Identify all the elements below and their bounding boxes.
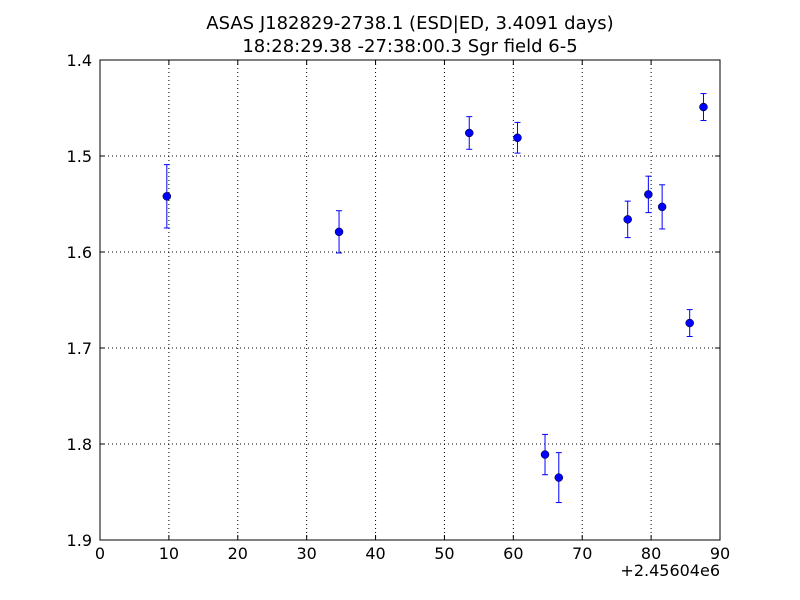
data-point: [644, 175, 653, 214]
data-point: [464, 116, 474, 150]
x-tick-label: 10: [159, 544, 179, 563]
data-marker: [540, 450, 550, 459]
data-point: [623, 200, 632, 239]
data-point: [334, 210, 344, 254]
y-tick-label: 1.6: [67, 243, 92, 262]
chart-subtitle: 18:28:29.38 -27:38:00.3 Sgr field 6-5: [242, 36, 577, 57]
y-tick-label: 1.7: [67, 339, 92, 358]
axis-ticks: [99, 59, 721, 541]
y-tick-label: 1.8: [67, 435, 92, 454]
data-point: [540, 433, 550, 476]
data-marker: [644, 190, 653, 199]
y-tick-label: 1.9: [67, 531, 92, 550]
x-tick-label: 20: [228, 544, 248, 563]
plot-frame: [99, 59, 721, 541]
data-point: [513, 121, 522, 154]
chart-title: ASAS J182829-2738.1 (ESD|ED, 3.4091 days…: [206, 13, 613, 34]
grid-lines: [100, 60, 720, 540]
x-tick-label: 30: [296, 544, 316, 563]
data-marker: [554, 473, 564, 482]
x-tick-label: 0: [95, 544, 105, 563]
x-tick-label: 70: [572, 544, 592, 563]
data-marker: [162, 192, 172, 201]
data-point: [554, 452, 564, 504]
data-point: [685, 309, 694, 337]
x-axis-offset-label: +2.45604e6: [620, 561, 720, 580]
x-tick-labels: 0 10 20 30 40 50 60 70 80 90: [95, 544, 730, 563]
x-tick-label: 90: [710, 544, 730, 563]
data-marker: [699, 102, 708, 112]
data-series: [162, 93, 708, 504]
data-marker: [513, 133, 522, 143]
data-marker: [657, 202, 667, 212]
data-marker: [685, 318, 694, 328]
x-tick-label: 40: [365, 544, 385, 563]
y-tick-labels: 1.4 1.5 1.6 1.7 1.8 1.9: [67, 51, 92, 550]
x-tick-label: 50: [434, 544, 454, 563]
data-marker: [464, 128, 474, 138]
data-point: [699, 93, 708, 121]
y-tick-label: 1.5: [67, 147, 92, 166]
x-tick-label: 60: [503, 544, 523, 563]
y-tick-label: 1.4: [67, 51, 92, 70]
x-tick-label: 80: [641, 544, 661, 563]
data-marker: [623, 215, 632, 224]
data-point: [162, 164, 172, 229]
data-marker: [334, 227, 344, 237]
data-point: [657, 184, 667, 230]
